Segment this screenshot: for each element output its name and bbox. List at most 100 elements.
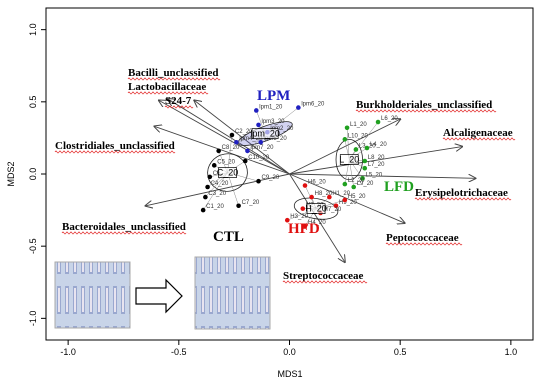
spider-line	[227, 172, 239, 206]
x-tick-label: 0.5	[394, 347, 407, 357]
loading-arrow	[154, 126, 290, 175]
spell-underline	[355, 109, 497, 113]
point-label: lpm2_20	[270, 126, 294, 132]
point-label: L10_20	[348, 133, 369, 139]
point	[256, 122, 261, 128]
centroid-box	[339, 154, 359, 165]
point-label: L5_20	[366, 172, 383, 178]
point	[362, 158, 368, 164]
point	[342, 197, 348, 203]
arrow-label: Streptococcaceae	[283, 270, 364, 282]
y-tick-label: 1.0	[28, 23, 38, 36]
point	[302, 223, 308, 229]
spell-underline	[127, 91, 209, 95]
point	[309, 194, 314, 200]
arrow-label: Bacteroidales_unclassified	[62, 221, 186, 233]
spell-underline	[61, 231, 187, 235]
y-tick-label: -0.5	[28, 238, 38, 254]
arrow-label: Burkholderiales_unclassified	[356, 99, 492, 111]
point	[284, 217, 290, 223]
point	[351, 184, 356, 190]
loading-arrow	[159, 100, 290, 175]
point-label: C5_20	[217, 159, 235, 165]
image-before	[54, 261, 131, 329]
histology-inset	[54, 256, 271, 330]
point	[296, 105, 301, 110]
point-label: C4_20	[211, 181, 229, 187]
point-label: lpm1_20	[259, 104, 283, 110]
loading-arrow	[146, 173, 290, 206]
x-tick-label: -1.0	[60, 347, 76, 357]
point	[258, 139, 264, 145]
point-label: C3_20	[208, 191, 226, 197]
point-label: H4_20	[308, 220, 326, 226]
point-label: L6_20	[381, 116, 398, 122]
point-label: L1_20	[350, 122, 367, 128]
centroid-box	[306, 203, 326, 214]
arrow-label: Erysipelotrichaceae	[415, 187, 508, 199]
spider-line	[227, 134, 233, 173]
point-label: lpm3_20	[262, 119, 286, 125]
loading-arrow	[289, 173, 476, 178]
arrow-label: Alcaligenaceae	[443, 127, 513, 139]
x-tick-label: -0.5	[171, 347, 187, 357]
point	[300, 206, 306, 211]
point-label: C8_20	[222, 145, 240, 151]
point	[302, 183, 308, 188]
point-label: C10_20	[248, 155, 270, 161]
arrow-icon	[135, 278, 183, 314]
point	[253, 108, 259, 113]
point-label: C2_20	[235, 129, 253, 135]
point-label: H8_20	[315, 191, 333, 197]
loading-arrow	[289, 173, 345, 262]
point	[364, 145, 370, 151]
spell-underline	[164, 105, 194, 109]
y-tick-label: -1.0	[28, 311, 38, 327]
point	[207, 174, 213, 180]
point	[205, 184, 210, 190]
point-label: C7_20	[242, 200, 260, 206]
point	[216, 148, 221, 154]
spell-underline	[442, 137, 516, 141]
point-label: C1_20	[206, 204, 224, 210]
spell-underline	[127, 77, 221, 81]
centroid-label: C_20	[217, 168, 239, 178]
arrow-label: Bacilli_unclassified	[128, 67, 218, 79]
spell-underline	[282, 280, 368, 284]
point-label: H7_20	[323, 207, 341, 213]
y-tick-label: 0.5	[28, 96, 38, 109]
point-label: H6_20	[308, 180, 326, 186]
point	[242, 158, 248, 164]
point	[234, 139, 239, 145]
arrow-label: Lactobacillaceae	[128, 81, 206, 93]
point	[362, 165, 368, 171]
point-label: H9_20	[339, 200, 357, 206]
point	[360, 176, 365, 181]
point-label: L7_20	[368, 162, 385, 168]
point	[200, 207, 206, 213]
arrow-label: S24-7	[165, 95, 192, 107]
point	[344, 125, 350, 131]
point-label: H1_20	[332, 191, 350, 197]
loading-arrow	[168, 99, 290, 175]
group-ellipse	[293, 197, 339, 220]
x-tick-label: 1.0	[505, 347, 518, 357]
point	[342, 181, 348, 187]
spell-underline	[385, 242, 463, 246]
point	[353, 147, 359, 152]
point-label: H5_20	[348, 194, 366, 200]
point	[333, 203, 339, 209]
image-after	[194, 256, 271, 330]
point	[236, 203, 241, 209]
point	[245, 148, 250, 154]
spider-line	[349, 121, 379, 160]
centroid-label: L_20	[339, 155, 359, 165]
point-label: L2_20	[348, 178, 365, 184]
centroid-box	[251, 128, 279, 139]
y-axis-label: MDS2	[6, 161, 16, 186]
group-label: HFD	[288, 221, 320, 237]
x-tick-label: 0.0	[283, 347, 296, 357]
group-label: LFD	[384, 179, 414, 195]
point-label: lpm6_20	[301, 102, 325, 108]
